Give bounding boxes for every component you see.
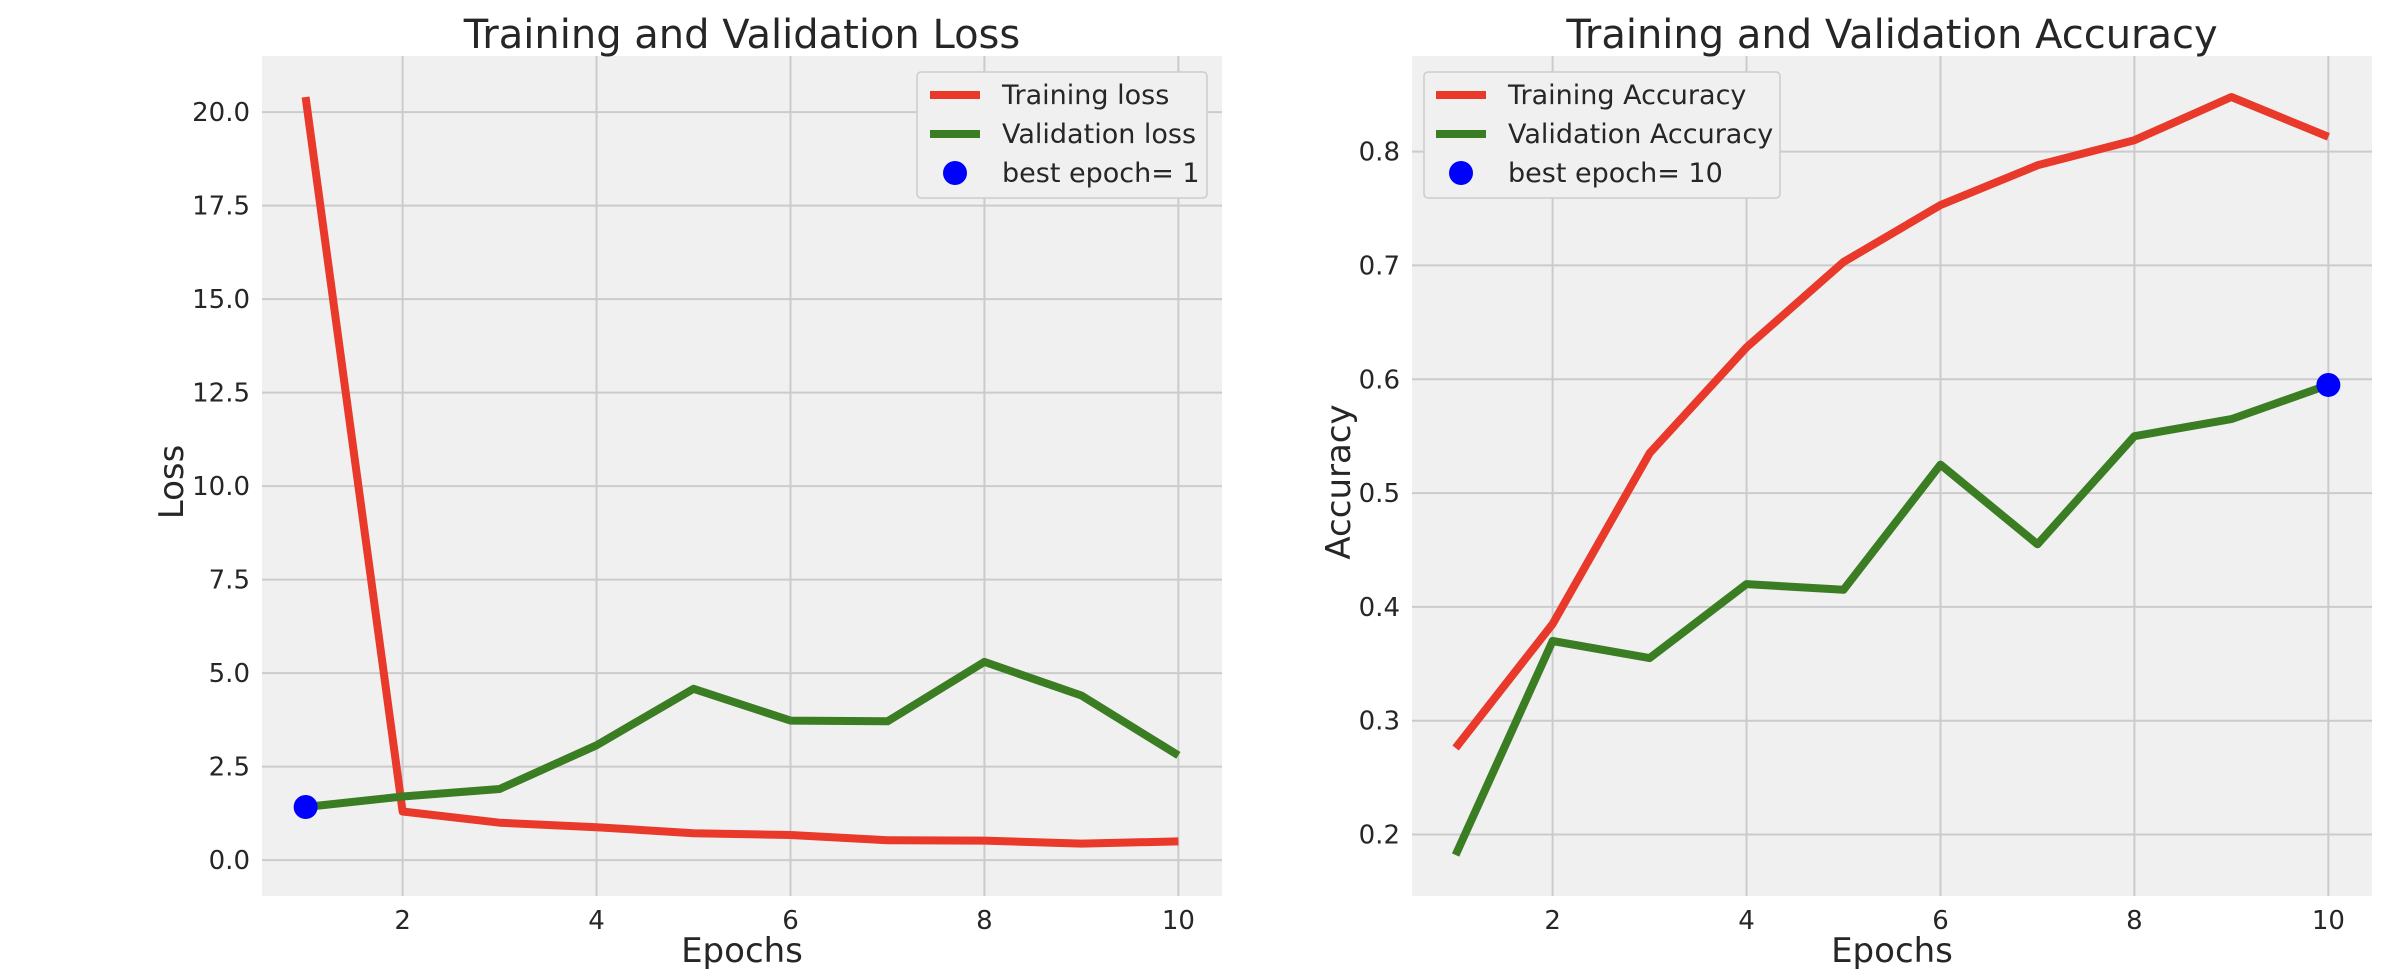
accuracy-x-tick-label: 10 — [2312, 906, 2345, 936]
accuracy-y-tick-label: 0.4 — [1359, 593, 1400, 623]
loss-series — [293, 96, 1181, 848]
loss-x-tick-label: 4 — [588, 906, 605, 936]
accuracy-legend-label-best: best epoch= 10 — [1508, 158, 1723, 189]
loss-chart-title: Training and Validation Loss — [463, 12, 1020, 58]
loss-x-axis-label: Epochs — [681, 931, 803, 971]
loss-chart: 2 4 6 8 10 0.0 2.5 5.0 7.5 10.0 12.5 15.0 17.5 20.0 T… — [152, 12, 1222, 971]
loss-ticks: 2 4 6 8 10 0.0 2.5 5.0 7.5 10.0 12.5 15.0 17.5 20.0 — [192, 98, 1195, 936]
loss-x-tick-label: 6 — [782, 906, 799, 936]
accuracy-grid — [1412, 56, 2372, 896]
accuracy-y-tick-label: 0.2 — [1359, 821, 1400, 851]
loss-best-epoch-marker — [293, 794, 318, 819]
accuracy-x-tick-label: 6 — [1932, 906, 1949, 936]
accuracy-legend-marker-best — [1449, 161, 1473, 185]
accuracy-chart: 2 4 6 8 10 0.2 0.3 0.4 0.5 0.6 0.7 0.8 Training and… — [1319, 12, 2372, 971]
loss-legend-box — [916, 71, 1208, 199]
loss-legend: Training loss Validation loss best epoch… — [916, 71, 1208, 199]
accuracy-legend-label-validation: Validation Accuracy — [1508, 119, 1773, 150]
accuracy-series-line-training — [1452, 93, 2330, 751]
accuracy-series — [1451, 93, 2341, 857]
loss-y-tick-label: 20.0 — [192, 98, 250, 128]
loss-y-tick-label: 17.5 — [192, 192, 250, 222]
accuracy-series-line-validation — [1451, 381, 2330, 857]
loss-legend-label-best: best epoch= 1 — [1002, 158, 1200, 189]
loss-x-tick-label: 8 — [976, 906, 993, 936]
accuracy-x-tick-label: 4 — [1738, 906, 1755, 936]
accuracy-y-tick-label: 0.5 — [1359, 479, 1400, 509]
accuracy-chart-title: Training and Validation Accuracy — [1565, 12, 2217, 58]
loss-y-tick-label: 7.5 — [209, 566, 250, 596]
accuracy-y-tick-label: 0.6 — [1359, 365, 1400, 395]
accuracy-best-epoch-marker — [2316, 372, 2341, 397]
accuracy-legend-label-training: Training Accuracy — [1507, 80, 1746, 111]
loss-y-tick-label: 15.0 — [192, 285, 250, 315]
loss-y-tick-label: 0.0 — [209, 846, 250, 876]
accuracy-legend: Training Accuracy Validation Accuracy be… — [1423, 71, 1781, 199]
loss-x-tick-label: 10 — [1162, 906, 1195, 936]
accuracy-y-axis-label: Accuracy — [1319, 404, 1359, 559]
loss-y-tick-label: 12.5 — [192, 379, 250, 409]
loss-legend-label-validation: Validation loss — [1002, 119, 1196, 150]
accuracy-y-tick-label: 0.7 — [1359, 251, 1400, 281]
accuracy-legend-box — [1423, 71, 1781, 199]
loss-legend-label-training: Training loss — [1001, 80, 1169, 111]
accuracy-x-tick-label: 2 — [1544, 906, 1561, 936]
accuracy-ticks: 2 4 6 8 10 0.2 0.3 0.4 0.5 0.6 0.7 0.8 — [1359, 138, 2345, 936]
loss-x-tick-label: 2 — [394, 906, 411, 936]
loss-y-tick-label: 2.5 — [209, 753, 250, 783]
accuracy-y-tick-label: 0.8 — [1359, 138, 1400, 168]
loss-y-axis-label: Loss — [152, 445, 192, 520]
loss-y-tick-label: 5.0 — [209, 659, 250, 689]
loss-y-tick-label: 10.0 — [192, 472, 250, 502]
loss-series-line-validation — [305, 657, 1181, 811]
accuracy-y-tick-label: 0.3 — [1359, 707, 1400, 737]
accuracy-x-axis-label: Epochs — [1831, 931, 1953, 971]
loss-legend-marker-best — [943, 161, 967, 185]
accuracy-x-tick-label: 8 — [2126, 906, 2143, 936]
loss-series-line-training — [301, 96, 1179, 848]
